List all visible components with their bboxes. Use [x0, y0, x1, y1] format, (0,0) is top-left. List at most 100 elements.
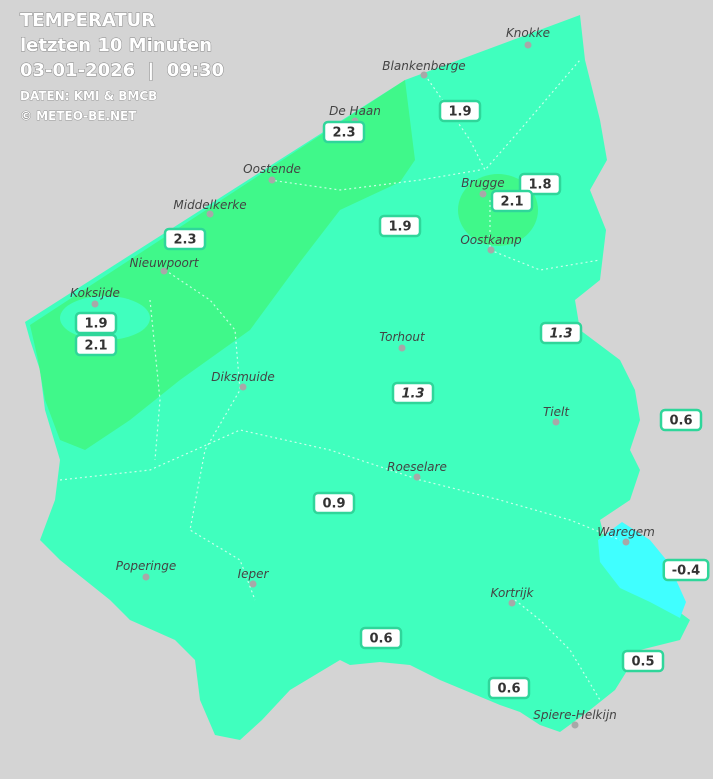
datetime: 03-01-2026 | 09:30 — [20, 60, 224, 81]
city-dot — [249, 580, 257, 588]
station: 0.6 — [487, 676, 531, 700]
city: Spiere-Helkijn — [533, 708, 617, 729]
roads — [59, 59, 621, 701]
station: 0.6 — [359, 626, 403, 650]
city-label: Blankenberge — [382, 59, 465, 73]
station: 2.1 — [490, 189, 534, 213]
city: Blankenberge — [382, 59, 466, 79]
source: DATEN: KMI & BMCB — [20, 89, 157, 103]
city: Roeselare — [387, 460, 447, 481]
station-value: 0.9 — [322, 497, 345, 512]
station: 1.3 — [539, 321, 583, 345]
city-label: Knokke — [506, 26, 550, 40]
city-dot — [413, 473, 421, 481]
station-value: 0.6 — [369, 632, 392, 647]
city: Knokke — [506, 26, 550, 49]
station-box — [662, 558, 710, 582]
city-dot — [398, 344, 406, 352]
station-box — [312, 491, 356, 515]
city-label: Roeselare — [387, 460, 447, 474]
station: 0.9 — [312, 491, 356, 515]
station-value: 2.3 — [173, 233, 196, 248]
city-label: Oostkamp — [460, 233, 522, 247]
city: Ieper — [238, 567, 269, 588]
city-label: Torhout — [379, 330, 426, 344]
stations: 1.9 2.3 1.8 2.1 1.9 2.3 1.9 2.1 1.3 1.3 0.6 0.9 -… — [74, 99, 710, 700]
city: Tielt — [543, 405, 570, 426]
station: 1.9 — [438, 99, 482, 123]
header: TEMPERATUR letzten 10 Minuten 03-01-2026… — [20, 10, 225, 124]
city: Poperinge — [116, 559, 176, 581]
city: Kortrijk — [491, 586, 535, 607]
city-dot — [524, 41, 532, 49]
station-value: 2.3 — [332, 126, 355, 141]
station: 2.3 — [163, 227, 207, 251]
city-dot — [571, 721, 579, 729]
station-value: 0.5 — [631, 655, 654, 670]
city: Oostkamp — [460, 233, 522, 254]
station: 1.8 — [518, 172, 562, 196]
city: Diksmuide — [211, 370, 275, 391]
title: TEMPERATUR — [20, 10, 155, 31]
station-box — [74, 311, 118, 335]
station: 0.6 — [659, 408, 703, 432]
station-value: 0.6 — [669, 414, 692, 429]
station-value: -0.4 — [672, 564, 700, 579]
city: Koksijde — [70, 286, 120, 308]
city-label: Nieuwpoort — [129, 256, 199, 270]
city-dot — [160, 267, 168, 275]
city-dot — [239, 383, 247, 391]
station-box — [359, 626, 403, 650]
city-label: Diksmuide — [211, 370, 274, 384]
city-label: Kortrijk — [491, 586, 535, 600]
station: 2.3 — [322, 120, 366, 144]
city-dot — [206, 210, 214, 218]
city-dot — [420, 71, 428, 79]
station: 2.1 — [74, 333, 118, 357]
station-box — [490, 189, 534, 213]
city-label: Oostende — [243, 162, 301, 176]
station-box — [74, 333, 118, 357]
cities: Knokke Blankenberge De Haan Oostende Mid… — [70, 26, 655, 729]
city: Oostende — [243, 162, 301, 184]
station-box — [322, 120, 366, 144]
city-label: De Haan — [329, 104, 381, 118]
station: -0.4 — [662, 558, 710, 582]
city-dot — [552, 418, 560, 426]
station-value: 0.6 — [497, 682, 520, 697]
city-label: Spiere-Helkijn — [533, 708, 617, 722]
city: Brugge — [461, 176, 505, 198]
city: Waregem — [597, 525, 655, 546]
warm-zone — [30, 80, 415, 450]
station-box — [487, 676, 531, 700]
city: Middelkerke — [173, 198, 247, 218]
city-dot — [508, 599, 516, 607]
station-box — [621, 649, 665, 673]
city-dot — [91, 300, 99, 308]
city-label: Middelkerke — [173, 198, 246, 212]
city-label: Brugge — [461, 176, 504, 190]
city-label: Waregem — [597, 525, 655, 539]
station: 1.3 — [391, 381, 435, 405]
station-value: 1.9 — [448, 105, 471, 120]
station-box — [163, 227, 207, 251]
cold-zone — [598, 522, 686, 618]
station-box — [659, 408, 703, 432]
city: Torhout — [379, 330, 426, 352]
copyright: © METEO-BE.NET — [20, 109, 137, 123]
city-dot — [142, 573, 150, 581]
station-box — [539, 321, 583, 345]
city-label: Poperinge — [116, 559, 176, 573]
city-label: Tielt — [543, 405, 570, 419]
station-value: 1.9 — [388, 220, 411, 235]
station-box — [391, 381, 435, 405]
station: 1.9 — [74, 311, 118, 335]
station-value: 2.1 — [500, 195, 523, 210]
station-value: 1.3 — [549, 327, 572, 342]
station-box — [438, 99, 482, 123]
city-dot — [622, 538, 630, 546]
subtitle: letzten 10 Minuten — [20, 35, 212, 56]
city-dot — [479, 190, 487, 198]
